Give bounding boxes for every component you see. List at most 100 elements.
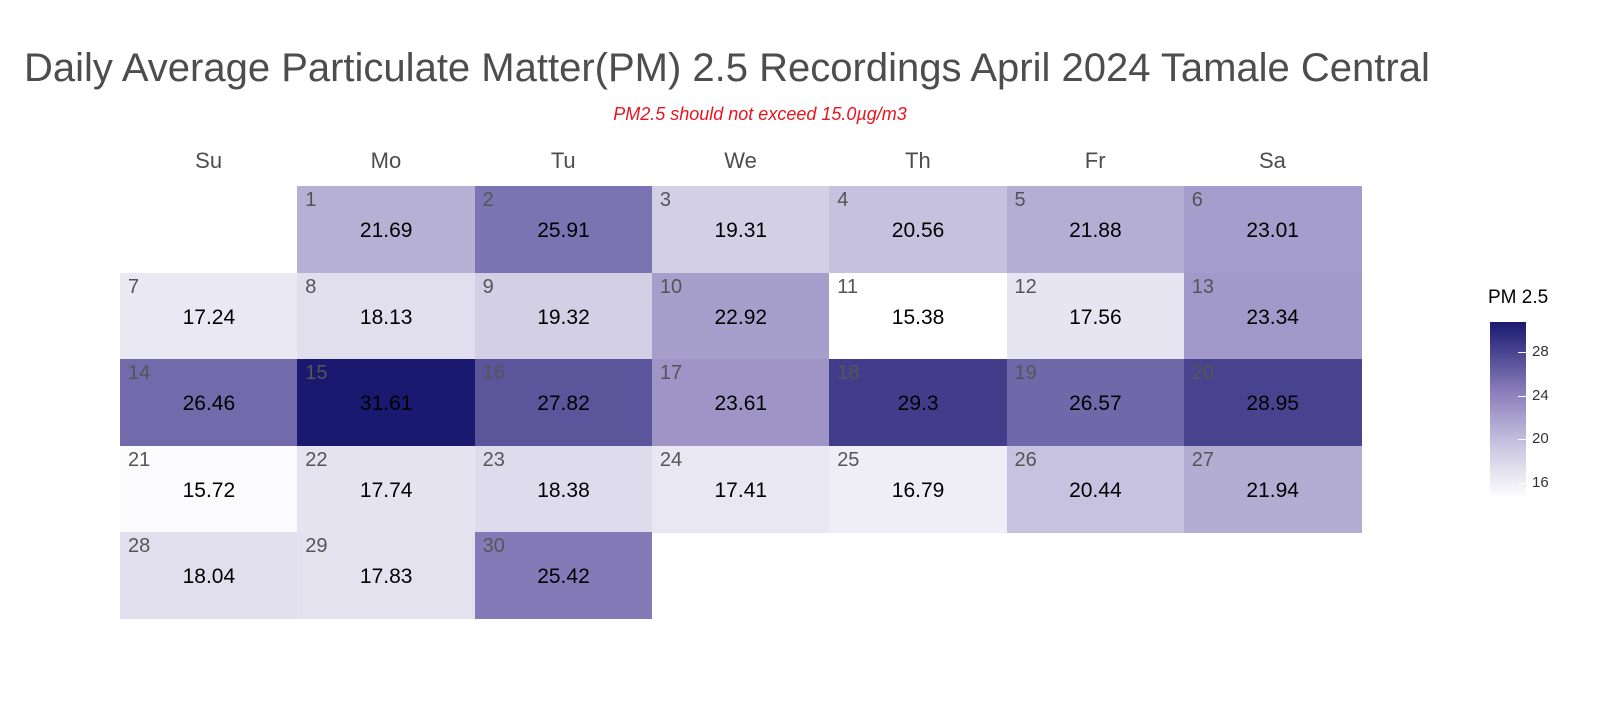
day-value: 17.24 — [182, 305, 236, 329]
day-value: 18.13 — [359, 305, 413, 329]
day-cell: 4 20.56 — [829, 186, 1007, 274]
legend-title: PM 2.5 — [1488, 287, 1549, 308]
day-value: 17.56 — [1069, 305, 1122, 329]
day-value: 16.79 — [891, 478, 945, 502]
day-number: 27 — [1191, 448, 1215, 471]
day-number: 2 — [482, 189, 494, 211]
day-value: 23.34 — [1246, 305, 1299, 329]
day-value: 25.91 — [537, 219, 590, 242]
day-value: 21.94 — [1246, 478, 1299, 502]
day-value: 27.82 — [537, 392, 590, 416]
day-cell: 25 16.79 — [829, 445, 1007, 533]
day-value: 20.44 — [1069, 478, 1122, 502]
day-cell: 7 17.24 — [120, 272, 298, 360]
day-number: 7 — [128, 275, 140, 298]
day-number: 30 — [482, 535, 505, 558]
day-cell: 10 22.92 — [651, 272, 830, 360]
legend-tick-mark — [1518, 439, 1526, 441]
day-cell: 27 21.94 — [1183, 445, 1362, 533]
day-number: 19 — [1014, 362, 1037, 385]
day-value: 15.38 — [891, 305, 945, 329]
day-cell: 28 18.04 — [120, 532, 298, 620]
legend-tick-mark — [1518, 482, 1526, 484]
day-number: 29 — [305, 535, 328, 558]
day-value: 19.31 — [714, 219, 768, 242]
day-cell: 11 15.38 — [829, 272, 1007, 360]
day-value: 29.3 — [897, 392, 939, 416]
day-cell: 13 23.34 — [1183, 272, 1362, 360]
day-number: 12 — [1014, 275, 1037, 298]
day-value: 21.88 — [1069, 219, 1122, 242]
weekday-label: Su — [195, 148, 223, 173]
day-number: 6 — [1191, 189, 1203, 211]
day-cell: 15 31.61 — [297, 359, 476, 447]
day-cell: 5 21.88 — [1006, 186, 1185, 274]
day-value: 18.38 — [537, 478, 590, 502]
day-value: 22.92 — [714, 305, 768, 329]
day-cell: 1 21.69 — [297, 186, 476, 274]
day-number: 9 — [482, 275, 494, 298]
day-cell: 22 17.74 — [297, 445, 476, 533]
weekday-label: Mo — [370, 148, 402, 173]
day-value: 25.42 — [537, 565, 590, 589]
day-number: 1 — [305, 189, 317, 211]
day-cell: 20 28.95 — [1183, 359, 1362, 447]
day-number: 8 — [305, 275, 317, 298]
day-number: 16 — [482, 362, 505, 385]
day-cell: 19 26.57 — [1006, 359, 1185, 447]
day-number: 13 — [1191, 275, 1215, 298]
day-cell: 17 23.61 — [651, 359, 830, 447]
day-cell: 23 18.38 — [474, 445, 653, 533]
day-number: 18 — [837, 362, 860, 385]
day-number: 11 — [837, 275, 858, 298]
day-number: 24 — [659, 448, 683, 471]
day-value: 26.46 — [182, 392, 236, 416]
day-cell: 18 29.3 — [829, 359, 1007, 447]
day-value: 23.01 — [1246, 219, 1299, 242]
day-cell: 14 26.46 — [120, 359, 298, 447]
chart-subtitle: PM2.5 should not exceed 15.0µg/m3 — [613, 104, 907, 124]
day-value: 18.04 — [182, 565, 236, 589]
day-number: 26 — [1014, 448, 1037, 471]
day-number: 28 — [128, 535, 151, 558]
legend-tick-label: 24 — [1532, 386, 1549, 404]
day-number: 4 — [837, 189, 849, 211]
legend-tick-label: 20 — [1532, 430, 1549, 448]
weekday-label: Sa — [1258, 148, 1286, 173]
chart-title: Daily Average Particulate Matter(PM) 2.5… — [24, 46, 1430, 90]
weekday-label: Tu — [550, 148, 576, 173]
day-cell: 9 19.32 — [474, 272, 653, 360]
day-value: 17.74 — [359, 478, 413, 502]
day-cell: 29 17.83 — [297, 532, 476, 620]
day-value: 28.95 — [1246, 392, 1299, 416]
day-cell: 12 17.56 — [1006, 272, 1185, 360]
day-number: 21 — [128, 448, 151, 471]
day-value: 19.32 — [537, 305, 590, 329]
day-number: 17 — [659, 362, 683, 385]
day-number: 14 — [128, 362, 151, 385]
day-cell: 3 19.31 — [651, 186, 830, 274]
day-value: 23.61 — [714, 392, 768, 416]
weekday-label: Fr — [1084, 148, 1106, 173]
legend-color-bar — [1490, 322, 1526, 498]
day-cell: 21 15.72 — [120, 445, 298, 533]
day-number: 25 — [837, 448, 860, 471]
day-cell: 24 17.41 — [651, 445, 830, 533]
day-value: 15.72 — [182, 478, 236, 502]
weekday-label: We — [724, 148, 757, 173]
legend-tick-label: 16 — [1532, 473, 1549, 491]
day-number: 23 — [482, 448, 505, 471]
day-value: 20.56 — [891, 219, 945, 242]
legend-tick-mark — [1518, 395, 1526, 397]
day-cell: 16 27.82 — [474, 359, 653, 447]
day-number: 10 — [659, 275, 683, 298]
day-value: 17.83 — [359, 565, 413, 589]
day-cell: 2 25.91 — [474, 186, 653, 274]
day-cell: 8 18.13 — [297, 272, 476, 360]
day-cell: 6 23.01 — [1183, 186, 1362, 274]
day-cell: 26 20.44 — [1006, 445, 1185, 533]
day-value: 17.41 — [714, 478, 768, 502]
day-value: 21.69 — [359, 219, 413, 242]
day-cell: 30 25.42 — [474, 532, 653, 620]
